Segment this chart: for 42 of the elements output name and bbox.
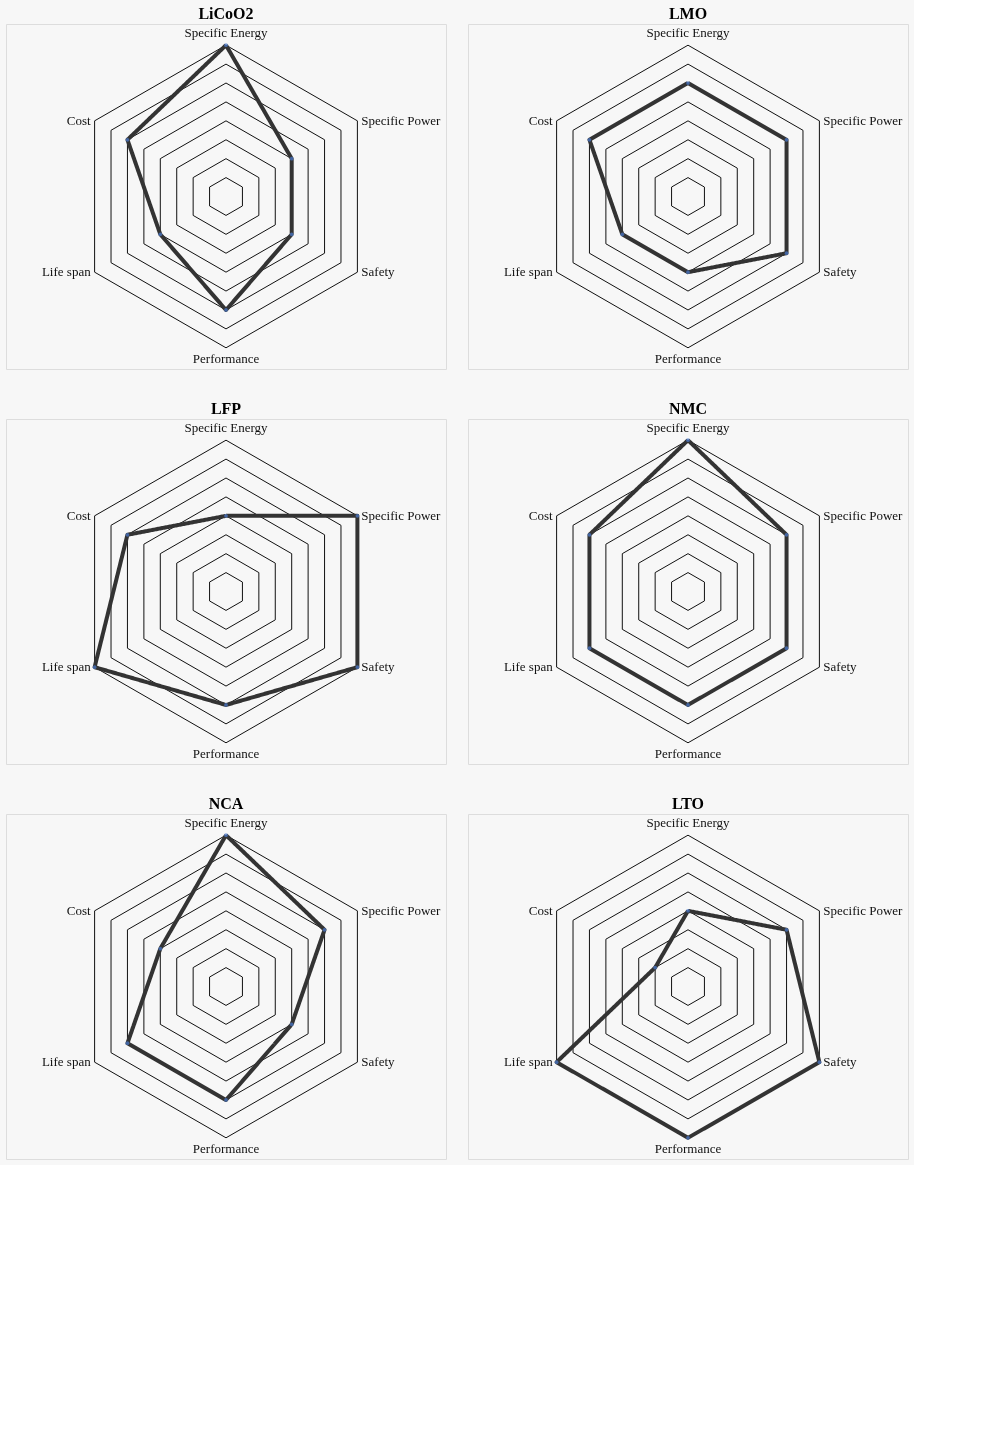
- spoke-label: Life span: [41, 1054, 92, 1070]
- spoke-label: Specific Energy: [646, 419, 731, 435]
- spoke-label: Specific Energy: [184, 24, 269, 40]
- spoke-label: Cost: [66, 902, 92, 918]
- chart-title: NMC: [668, 400, 708, 417]
- spoke-label: Performance: [654, 1141, 722, 1157]
- spoke-label: Specific Energy: [184, 419, 269, 435]
- spoke-label: Specific Power: [823, 507, 904, 523]
- chart-title: NCA: [208, 795, 244, 812]
- spoke-label: Safety: [823, 1054, 858, 1070]
- spoke-label: Specific Energy: [646, 814, 731, 830]
- spoke-label: Specific Power: [361, 507, 442, 523]
- spoke-label: Specific Power: [361, 902, 442, 918]
- spoke-label: Cost: [66, 507, 92, 523]
- spoke-label: Life span: [41, 264, 92, 280]
- spoke-label: Specific Power: [823, 112, 904, 128]
- spoke-label: Specific Energy: [646, 24, 731, 40]
- spoke-label: Performance: [654, 746, 722, 762]
- spoke-label: Performance: [192, 1141, 260, 1157]
- spoke-label: Safety: [361, 264, 396, 280]
- spoke-label: Specific Energy: [184, 814, 269, 830]
- spoke-label: Specific Power: [823, 902, 904, 918]
- spoke-label: Life span: [503, 264, 554, 280]
- spoke-label: Safety: [361, 659, 396, 675]
- spoke-label: Safety: [823, 264, 858, 280]
- chart-title: LFP: [210, 400, 242, 417]
- spoke-label: Life span: [41, 659, 92, 675]
- spoke-label: Safety: [823, 659, 858, 675]
- spoke-label: Performance: [654, 351, 722, 367]
- chart-title: LMO: [668, 5, 708, 22]
- chart-title: LTO: [671, 795, 705, 812]
- spoke-label: Life span: [503, 659, 554, 675]
- spoke-label: Life span: [503, 1054, 554, 1070]
- spoke-label: Cost: [66, 112, 92, 128]
- spoke-label: Performance: [192, 351, 260, 367]
- chart-title: LiCoO2: [198, 5, 254, 22]
- spoke-label: Safety: [361, 1054, 396, 1070]
- spoke-label: Cost: [528, 112, 554, 128]
- spoke-label: Specific Power: [361, 112, 442, 128]
- spoke-label: Performance: [192, 746, 260, 762]
- spoke-label: Cost: [528, 507, 554, 523]
- spoke-label: Cost: [528, 902, 554, 918]
